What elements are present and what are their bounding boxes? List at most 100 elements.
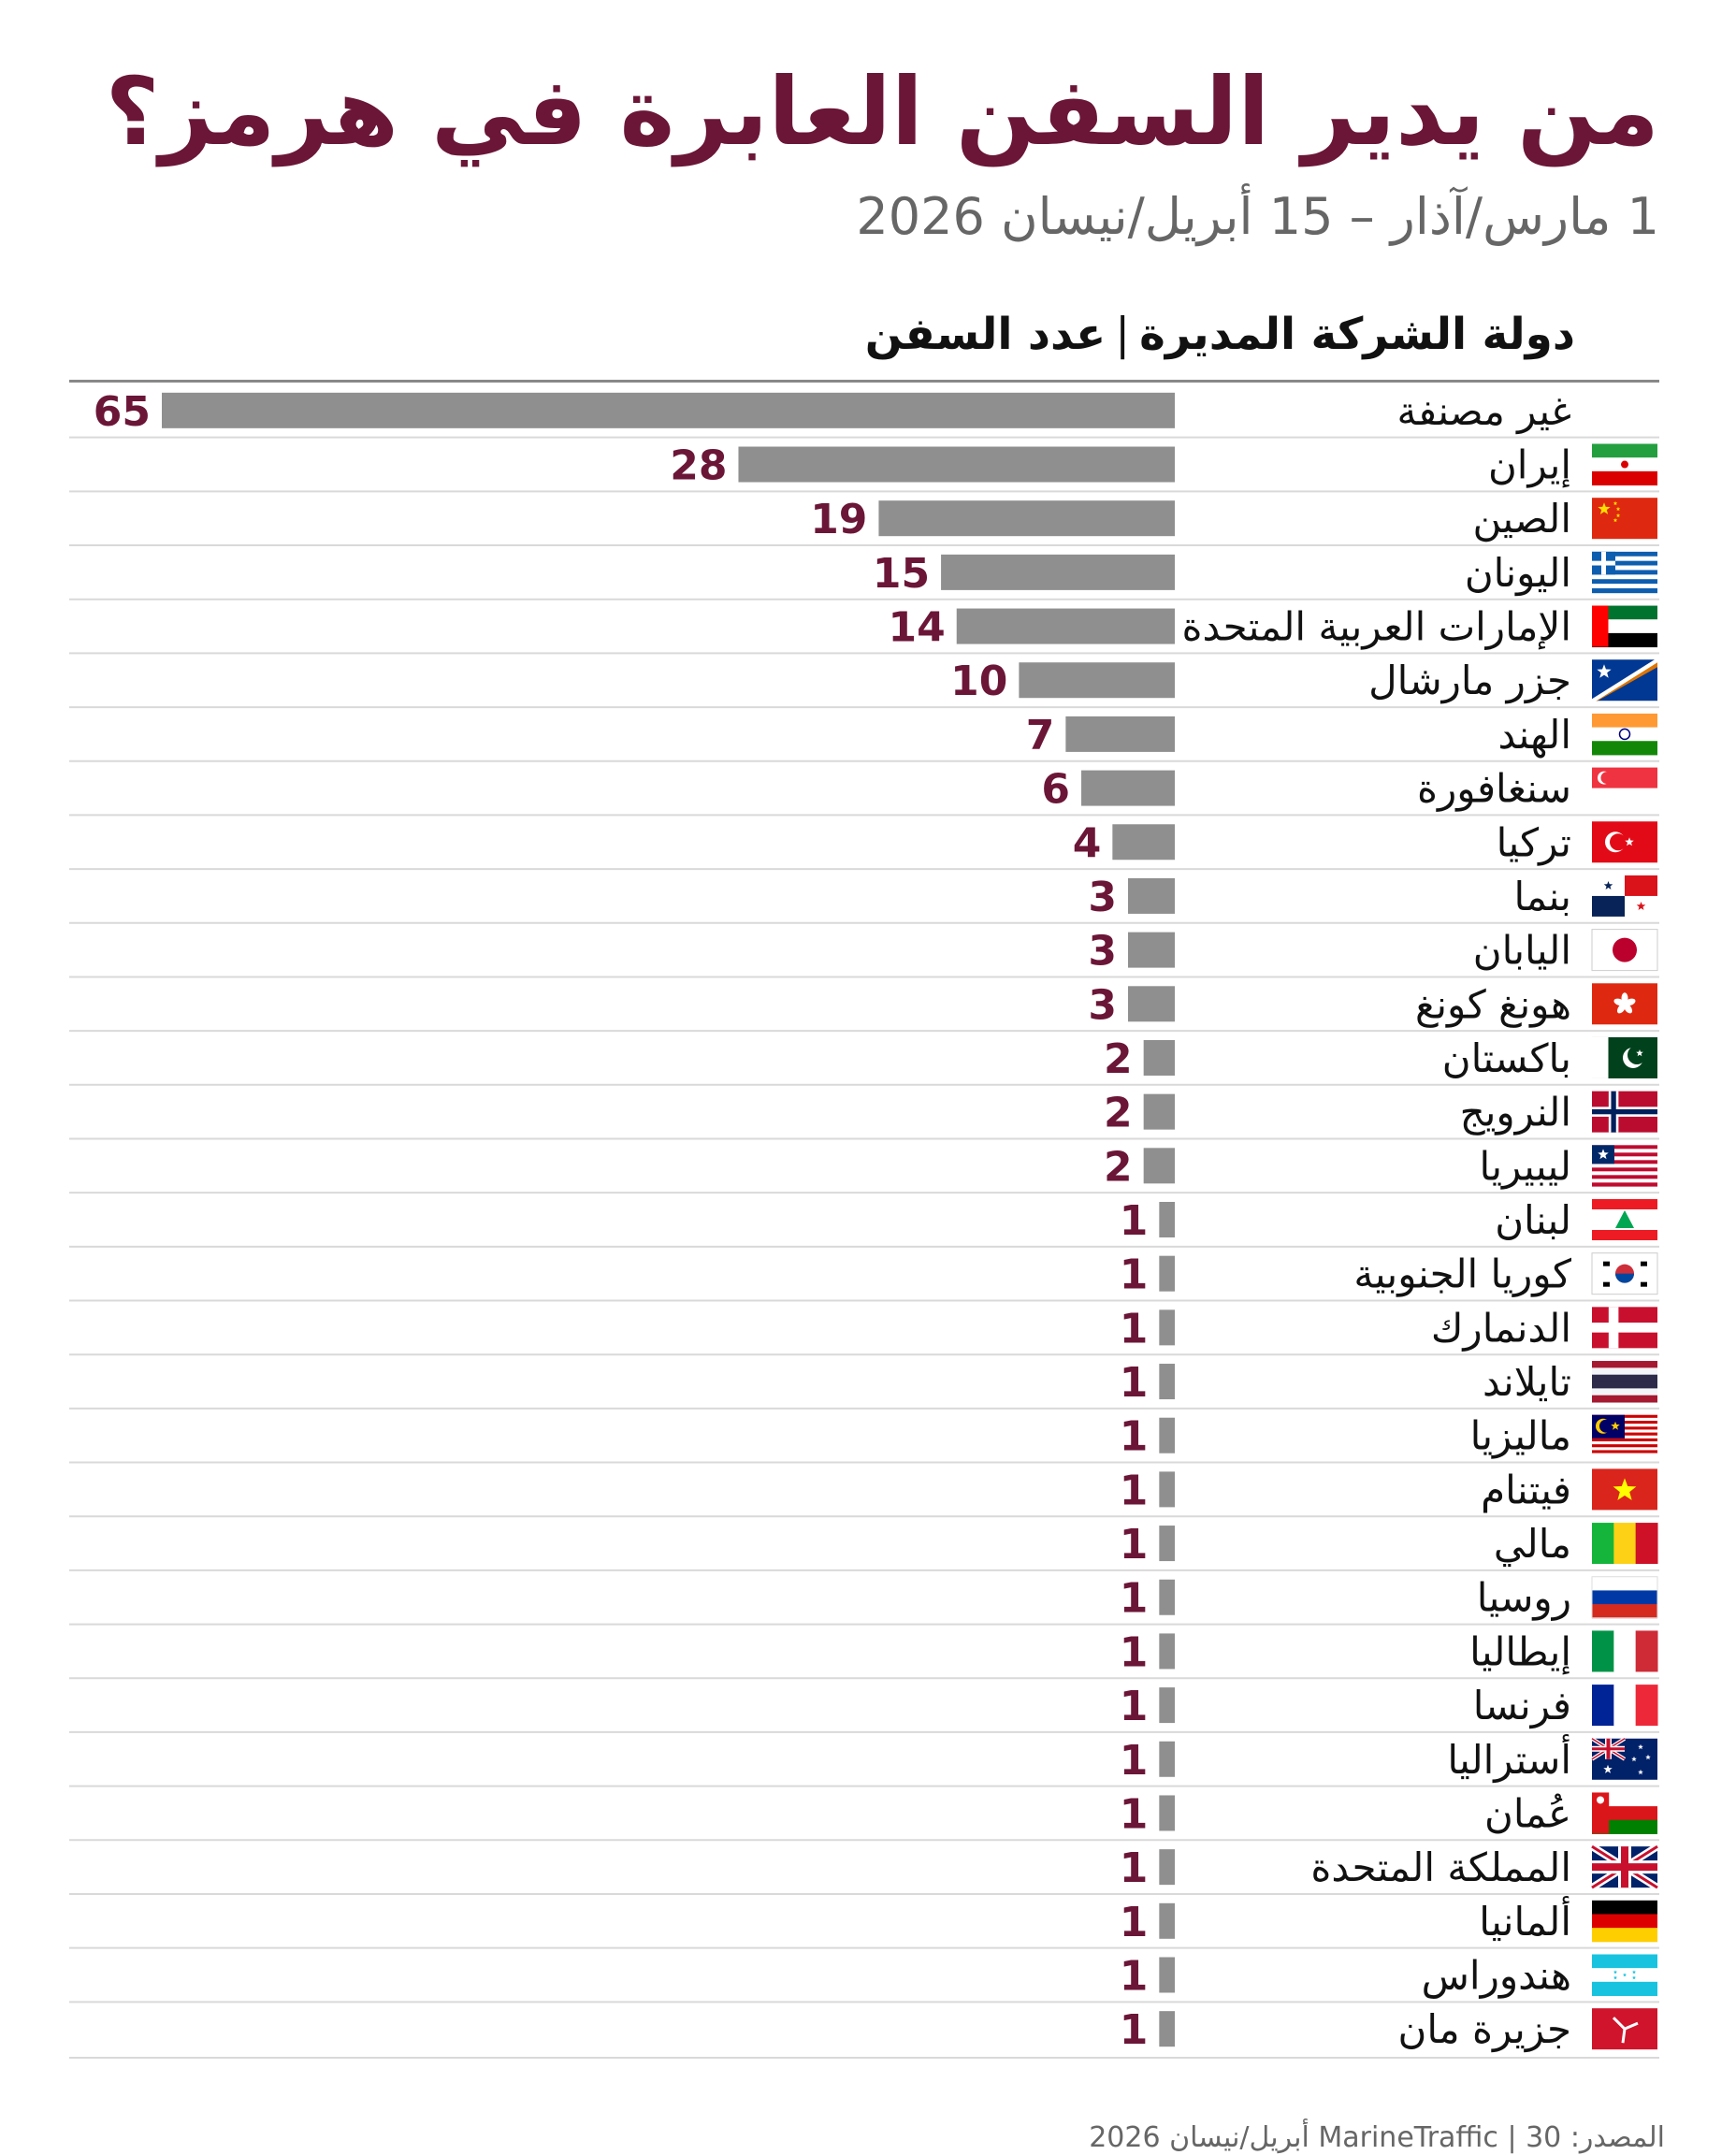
- country-column-label: دولة الشركة المديرة: [1139, 309, 1575, 360]
- india-flag: [1592, 713, 1657, 756]
- category-label: الدنمارك: [1431, 1305, 1571, 1351]
- value-label: 28: [670, 442, 727, 490]
- bar: [1128, 986, 1175, 1022]
- category-label: النرويج: [1460, 1090, 1571, 1136]
- bar: [1159, 1471, 1175, 1508]
- value-label: 19: [810, 496, 867, 543]
- category-label: سنغافورة: [1417, 766, 1571, 812]
- bar: [1159, 1902, 1175, 1939]
- header-divider: [69, 380, 1659, 383]
- category-label: روسيا: [1477, 1575, 1571, 1621]
- bar: [1112, 824, 1175, 861]
- value-label: 4: [1073, 819, 1102, 867]
- mali-flag: [1592, 1523, 1658, 1565]
- value-label: 1: [1120, 1952, 1149, 2000]
- bar: [1019, 662, 1175, 699]
- bar: [1159, 1633, 1175, 1670]
- south-korea-flag: [1591, 1252, 1658, 1295]
- ships-column-label: عدد السفن: [864, 309, 1107, 360]
- column-header: دولة الشركة المديرة|عدد السفن: [865, 309, 1575, 361]
- bar: [878, 500, 1175, 537]
- value-label: 1: [1120, 1844, 1149, 1892]
- value-label: 1: [1120, 1899, 1149, 1946]
- category-label: إيطاليا: [1469, 1628, 1571, 1675]
- russia-flag: [1591, 1576, 1658, 1619]
- column-separator: |: [1115, 309, 1131, 360]
- value-label: 1: [1120, 1628, 1149, 1676]
- page-subtitle: 1 مارس/آذار – 15 أبريل/نيسان 2026: [856, 187, 1659, 246]
- turkey-flag: [1592, 821, 1657, 863]
- bar: [941, 554, 1175, 590]
- lebanon-flag: [1592, 1199, 1657, 1240]
- pakistan-flag: [1592, 1036, 1657, 1078]
- bar: [1159, 2011, 1175, 2047]
- value-label: 1: [1120, 1359, 1149, 1407]
- category-label: كوريا الجنوبية: [1353, 1251, 1571, 1297]
- value-label: 6: [1041, 766, 1070, 814]
- category-label: جزيرة مان: [1398, 2006, 1572, 2052]
- oman-flag: [1592, 1792, 1657, 1834]
- category-label: الهند: [1497, 712, 1571, 759]
- page-title: من يدير السفن العابرة في هرمز؟: [105, 57, 1659, 166]
- category-label: أستراليا: [1447, 1734, 1571, 1783]
- malaysia-flag: [1592, 1414, 1657, 1457]
- bar: [1159, 1957, 1175, 1993]
- denmark-flag: [1592, 1307, 1657, 1349]
- value-label: 1: [1120, 1521, 1149, 1569]
- uk-flag: [1589, 1843, 1660, 1891]
- bar: [1159, 1309, 1175, 1346]
- hong-kong-flag: [1592, 983, 1657, 1025]
- bar: [1159, 1579, 1175, 1615]
- value-label: 10: [950, 658, 1007, 705]
- value-label: 65: [94, 388, 151, 436]
- china-flag: [1592, 498, 1657, 540]
- bar: [1159, 1795, 1175, 1831]
- source-note: المصدر: MarineTraffic | 30 أبريل/نيسان 2…: [1089, 2121, 1665, 2154]
- germany-flag: [1592, 1900, 1657, 1943]
- category-label: ليبيريا: [1480, 1143, 1571, 1189]
- value-label: 14: [889, 604, 946, 652]
- value-label: 3: [1088, 874, 1117, 921]
- iran-flag: [1592, 443, 1657, 486]
- bar: [1143, 1148, 1175, 1184]
- value-label: 1: [1120, 1467, 1149, 1514]
- isle-of-man-flag: [1592, 2008, 1657, 2050]
- category-label: فيتنام: [1481, 1467, 1571, 1512]
- category-label: المملكة المتحدة: [1310, 1844, 1571, 1890]
- uae-flag: [1592, 605, 1657, 648]
- category-label: بنما: [1514, 874, 1571, 919]
- category-label: اليابان: [1473, 928, 1571, 974]
- category-label: مالي: [1494, 1521, 1571, 1568]
- value-label: 1: [1120, 1251, 1149, 1299]
- value-label: 2: [1104, 1035, 1133, 1083]
- category-label: الإمارات العربية المتحدة: [1182, 604, 1571, 650]
- category-label: اليونان: [1465, 550, 1571, 596]
- bar: [1128, 932, 1175, 968]
- australia-flag: [1590, 1737, 1657, 1780]
- bar: [1159, 1526, 1175, 1562]
- panama-flag: [1592, 875, 1657, 917]
- vietnam-flag: [1592, 1468, 1657, 1511]
- category-label: ألمانيا: [1479, 1896, 1571, 1945]
- value-label: 1: [1120, 1790, 1149, 1838]
- italy-flag: [1592, 1630, 1658, 1672]
- value-label: 1: [1120, 1197, 1149, 1245]
- bar: [738, 446, 1175, 483]
- liberia-flag: [1592, 1145, 1657, 1187]
- category-label: جزر مارشال: [1368, 658, 1571, 703]
- value-label: 7: [1026, 712, 1055, 759]
- bar: [956, 608, 1175, 644]
- norway-flag: [1592, 1091, 1657, 1133]
- value-label: 1: [1120, 2006, 1149, 2054]
- category-label: عُمان: [1484, 1790, 1571, 1836]
- value-label: 2: [1104, 1090, 1133, 1137]
- category-label: هندوراس: [1422, 1952, 1571, 1998]
- bar: [162, 392, 1175, 428]
- category-label: الصين: [1472, 496, 1571, 542]
- bar: [1159, 1687, 1175, 1724]
- value-label: 1: [1120, 1413, 1149, 1461]
- category-label: فرنسا: [1473, 1683, 1571, 1728]
- france-flag: [1592, 1685, 1658, 1727]
- marshall-islands-flag: [1592, 658, 1657, 704]
